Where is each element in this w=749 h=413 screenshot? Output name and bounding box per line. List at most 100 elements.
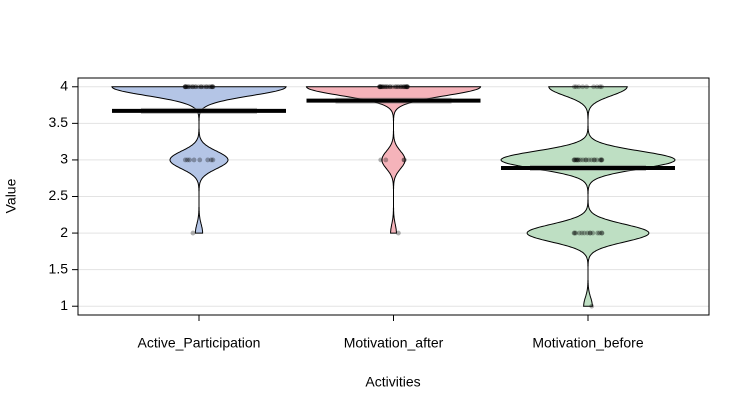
points [182, 84, 216, 90]
point [571, 230, 577, 236]
point [592, 157, 598, 163]
point [190, 230, 196, 236]
point [198, 84, 204, 90]
point [573, 84, 579, 90]
point [403, 84, 409, 90]
point [192, 84, 198, 90]
y-tick-label: 2.5 [49, 187, 69, 203]
point [580, 157, 586, 163]
point [404, 84, 409, 90]
point [184, 157, 190, 163]
point [574, 157, 580, 163]
points [377, 84, 410, 90]
point [591, 84, 596, 90]
point [186, 84, 192, 90]
y-tick-label: 1.5 [49, 260, 69, 276]
point [184, 84, 190, 90]
point [591, 157, 597, 163]
point [578, 157, 584, 163]
point [573, 230, 579, 236]
point [182, 157, 188, 163]
point [597, 84, 603, 90]
point [402, 84, 408, 90]
point [587, 230, 593, 236]
point [597, 230, 602, 236]
point [190, 84, 196, 90]
point [599, 84, 604, 90]
y-tick-label: 2 [60, 224, 68, 240]
point [597, 157, 603, 163]
point [594, 84, 600, 90]
point [210, 84, 216, 90]
point [208, 84, 213, 90]
point [575, 157, 581, 163]
point [204, 84, 210, 90]
point [401, 84, 407, 90]
point [598, 157, 604, 163]
points [571, 230, 605, 236]
points [571, 157, 605, 163]
point [210, 157, 216, 163]
y-tick-label: 4 [60, 77, 68, 93]
point [599, 157, 604, 163]
point [383, 157, 389, 163]
point [579, 230, 585, 236]
point [210, 84, 216, 90]
point [571, 84, 577, 90]
point [183, 84, 189, 90]
point [572, 157, 578, 163]
point [571, 157, 577, 163]
y-tick-label: 3 [60, 151, 68, 167]
point [208, 157, 214, 163]
violin [500, 86, 676, 307]
point [209, 84, 215, 90]
point [577, 230, 582, 236]
point [197, 157, 203, 163]
point [191, 157, 197, 163]
points [378, 157, 407, 163]
point [404, 84, 410, 90]
point [182, 84, 188, 90]
point [206, 84, 212, 90]
x-tick-label: Motivation_after [344, 335, 444, 351]
plot-frame [77, 77, 710, 316]
point [380, 84, 386, 90]
point [377, 84, 382, 90]
point [587, 230, 593, 236]
point [402, 84, 408, 90]
points [182, 157, 216, 163]
point [398, 84, 404, 90]
point [589, 303, 595, 309]
point [594, 157, 600, 163]
point [188, 84, 193, 90]
point [183, 84, 189, 90]
point [387, 84, 393, 90]
point [378, 84, 384, 90]
x-tick-label: Active_Participation [138, 335, 261, 351]
point [583, 157, 588, 163]
point [576, 84, 582, 90]
x-axis-title: Activities [365, 374, 420, 390]
point [405, 84, 410, 90]
point [401, 157, 407, 163]
point [599, 230, 605, 236]
point [586, 157, 592, 163]
points [589, 303, 595, 309]
point [203, 84, 209, 90]
point [599, 230, 605, 236]
point [573, 157, 579, 163]
y-axis-title: Value [3, 178, 19, 213]
point [589, 157, 594, 163]
violin [305, 86, 482, 234]
point [583, 157, 589, 163]
point [185, 84, 191, 90]
point [401, 157, 407, 163]
point [396, 84, 402, 90]
point [383, 84, 388, 90]
point [392, 84, 398, 90]
point [595, 230, 601, 236]
point [377, 84, 383, 90]
point [404, 84, 410, 90]
point [395, 230, 401, 236]
point [193, 84, 199, 90]
